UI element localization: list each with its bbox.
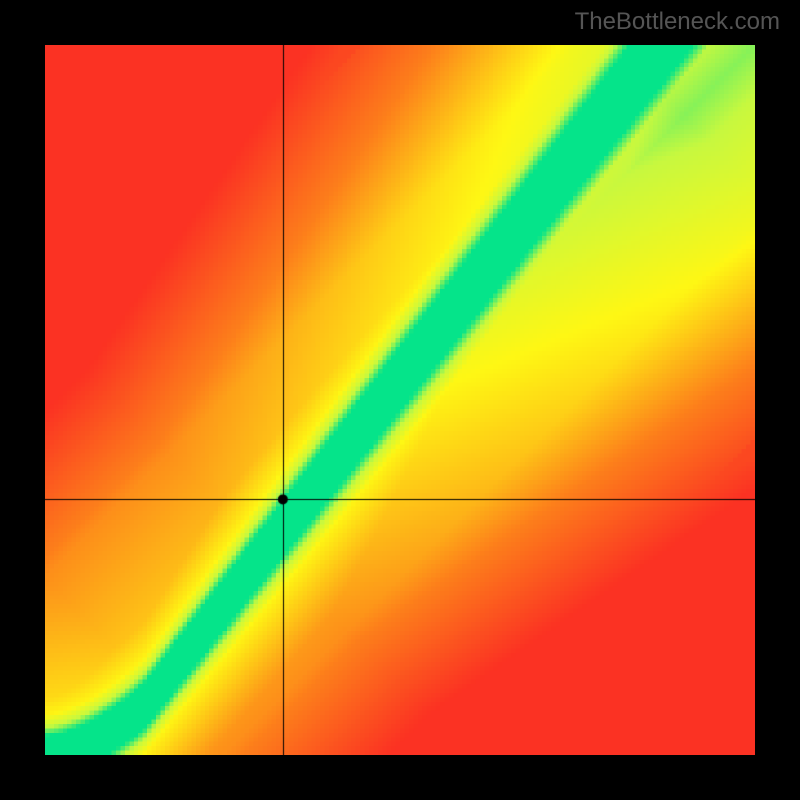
watermark-text: TheBottleneck.com [575, 8, 780, 36]
heatmap-plot [45, 45, 755, 755]
chart-container: TheBottleneck.com [0, 0, 800, 800]
crosshair-overlay [45, 45, 755, 755]
